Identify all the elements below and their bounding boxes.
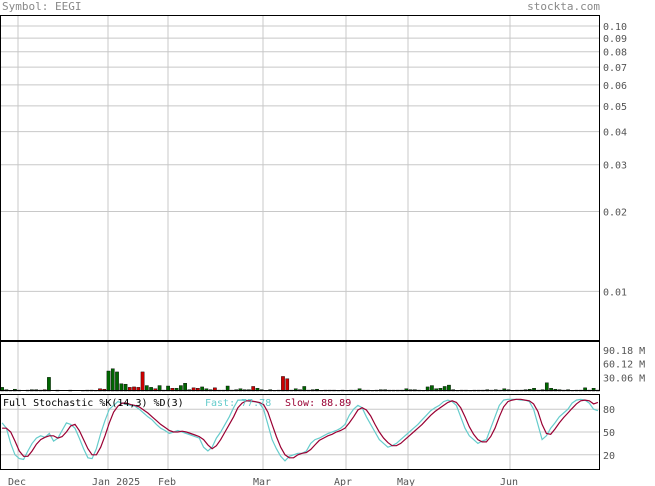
stochastic-panel <box>1 398 599 462</box>
price-tick-label: 0.07 <box>603 63 627 74</box>
x-tick-label: Jan 2025 <box>92 477 140 486</box>
price-tick-label: 0.02 <box>603 207 627 218</box>
volume-bar <box>110 368 115 392</box>
volume-bar <box>123 383 128 392</box>
stoch-line-fast <box>1 398 599 462</box>
stoch-legend-fast: Fast: 77.78 <box>205 398 271 409</box>
volume-bar <box>47 377 51 392</box>
price-tick-label: 0.04 <box>603 128 627 139</box>
x-tick-label: Mar <box>253 477 271 486</box>
volume-bar <box>285 378 290 392</box>
price-tick-label: 0.03 <box>603 161 627 172</box>
volume-bar <box>119 383 124 392</box>
volume-bar <box>281 376 285 392</box>
x-tick-label: May <box>397 477 415 486</box>
x-tick-label: Apr <box>334 477 352 486</box>
price-tick-label: 0.05 <box>603 102 627 113</box>
volume-bar <box>183 383 187 392</box>
volume-bar <box>140 371 145 392</box>
price-tick-label: 0.01 <box>603 287 627 298</box>
stoch-frame <box>0 394 600 470</box>
panel-frames <box>0 15 600 470</box>
price-tick-label: 0.09 <box>603 34 627 45</box>
stoch-line-slow <box>2 398 599 459</box>
x-tick-label: Jun <box>500 477 518 486</box>
axis-labels: 0.100.09 0.08 0.07 0.06 0.05 0.04 0.03 0.02 0.01… <box>3 22 645 486</box>
price-tick-label: 0.06 <box>603 81 627 92</box>
symbol-label: Symbol: EEGI <box>2 0 82 13</box>
brand-link[interactable]: stockta.com <box>527 0 600 13</box>
price-tick-label: 0.10 <box>603 22 627 33</box>
x-tick-label: Feb <box>158 477 176 486</box>
price-frame <box>0 15 600 341</box>
grid-lines <box>0 15 600 470</box>
volume-tick-label: 30.06 M <box>603 373 645 384</box>
price-tick-label: 0.08 <box>603 48 627 59</box>
volume-tick-label: 60.12 M <box>603 360 645 371</box>
volume-bar <box>115 371 119 392</box>
stoch-tick-label: 50 <box>603 428 615 439</box>
stoch-title: Full Stochastic %K(14,3) %D(3) <box>3 398 184 409</box>
volume-bar <box>106 370 111 392</box>
stoch-tick-label: 20 <box>603 451 615 462</box>
volume-bar <box>544 382 549 392</box>
volume-frame <box>0 341 600 391</box>
stoch-legend-slow: Slow: 88.89 <box>285 398 351 409</box>
stoch-tick-label: 80 <box>603 405 615 416</box>
x-tick-label: Dec <box>8 477 26 486</box>
volume-tick-label: 90.18 M <box>603 346 645 357</box>
